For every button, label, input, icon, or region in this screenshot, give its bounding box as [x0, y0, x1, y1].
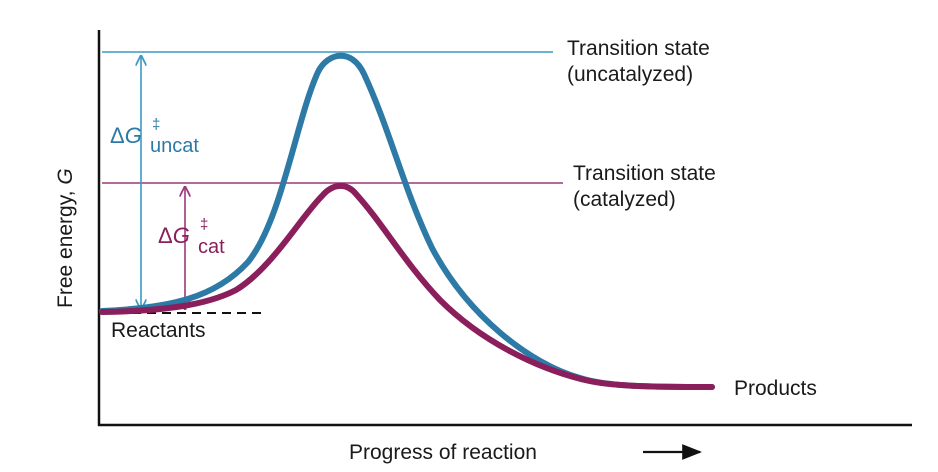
- delta-cat-sub: cat: [198, 236, 225, 258]
- delta-cat-prefix: Δ: [158, 223, 173, 248]
- ts-cat-label-line2: (catalyzed): [573, 188, 676, 211]
- ts-uncat-label-line1: Transition state: [567, 37, 710, 60]
- ts-cat-label-line1: Transition state: [573, 162, 716, 185]
- delta-g-uncat-label: ΔG ‡ uncat: [110, 116, 199, 157]
- y-axis-label: Free energy, G: [54, 168, 77, 308]
- svg-text:ΔG: ΔG: [110, 123, 142, 148]
- reactants-label: Reactants: [111, 319, 206, 342]
- ts-uncat-label-line2: (uncatalyzed): [567, 63, 693, 86]
- svg-text:ΔG: ΔG: [158, 223, 190, 248]
- x-axis-label: Progress of reaction: [349, 441, 537, 464]
- catalyzed-curve: [99, 183, 715, 390]
- y-axis-label-symbol: G: [54, 168, 77, 184]
- delta-cat-sup: ‡: [200, 216, 208, 233]
- delta-uncat-symbol: G: [125, 123, 142, 148]
- delta-g-cat-label: ΔG ‡ cat: [158, 216, 225, 258]
- delta-uncat-sup: ‡: [152, 116, 160, 133]
- delta-uncat-sub: uncat: [150, 135, 199, 157]
- delta-cat-symbol: G: [173, 223, 190, 248]
- y-axis-label-text: Free energy,: [54, 185, 77, 308]
- products-label: Products: [734, 377, 817, 400]
- delta-uncat-prefix: Δ: [110, 123, 125, 148]
